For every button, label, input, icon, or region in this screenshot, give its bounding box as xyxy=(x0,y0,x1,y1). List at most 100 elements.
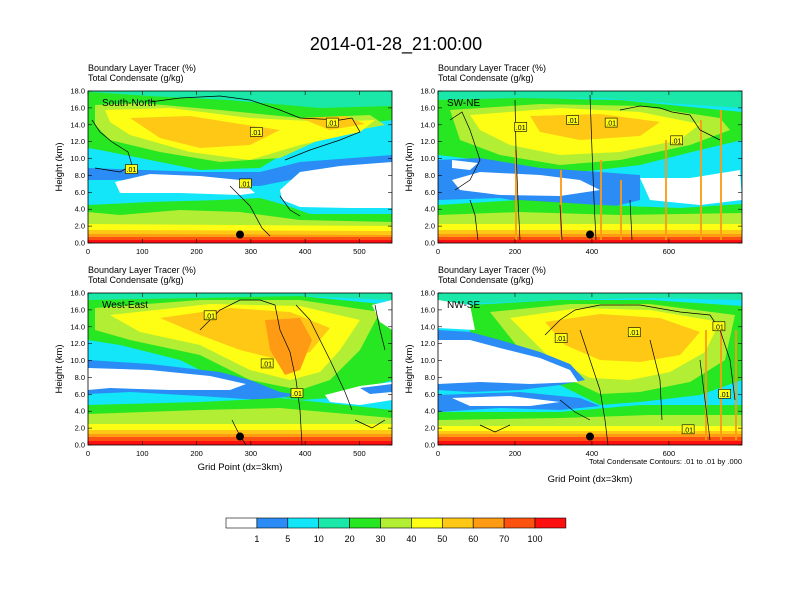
figure-title: 2014-01-28_21:00:00 xyxy=(310,34,482,55)
contour-label-box xyxy=(325,117,339,128)
ytick-label: 0.0 xyxy=(75,239,85,248)
panel-1-field xyxy=(88,91,392,243)
panel-3-ylabel: Height (km) xyxy=(54,344,65,393)
ytick-label: 8.0 xyxy=(75,171,85,180)
ytick-label: 12.0 xyxy=(420,137,435,146)
contour-label-box xyxy=(566,115,579,125)
ytick-label: 14.0 xyxy=(70,120,85,129)
contour-label: .01 xyxy=(568,118,578,125)
colorbar: 1 5 10 20 30 40 50 60 70 100 xyxy=(225,517,567,544)
colorbar-label: 50 xyxy=(437,534,447,544)
ytick-label: 10.0 xyxy=(70,356,85,365)
colorbar-swatch xyxy=(503,517,536,529)
panel-3-location-marker xyxy=(236,432,244,441)
xtick-label: 200 xyxy=(509,247,522,256)
xtick-label: 0 xyxy=(436,247,440,256)
xtick-label: 400 xyxy=(586,449,599,458)
panel-south-north: Boundary Layer Tracer (%) Total Condensa… xyxy=(54,63,393,256)
panel-2-field xyxy=(438,91,742,243)
contour-label: .01 xyxy=(241,181,251,188)
colorbar-label: 10 xyxy=(314,534,324,544)
contour-label: .01 xyxy=(606,121,616,128)
ytick-label: 4.0 xyxy=(425,205,435,214)
ytick-label: 12.0 xyxy=(70,339,85,348)
panel-4-label-condensate: Total Condensate (g/kg) xyxy=(438,275,534,285)
panel-2-location-marker xyxy=(586,230,594,239)
xtick-label: 300 xyxy=(245,449,258,458)
contour-label: .01 xyxy=(292,391,302,398)
contour-label: .01 xyxy=(672,138,682,145)
contour-label-box xyxy=(260,358,274,369)
contour-note: Total Condensate Contours: .01 to .01 by… xyxy=(589,457,742,466)
ytick-label: 16.0 xyxy=(70,103,85,112)
panel-3-label-tracer: Boundary Layer Tracer (%) xyxy=(88,265,196,275)
ytick-label: 6.0 xyxy=(75,188,85,197)
colorbar-swatch xyxy=(287,517,319,529)
ytick-label: 10.0 xyxy=(420,154,435,163)
colorbar-swatch xyxy=(534,517,567,529)
panel-3-name: West-East xyxy=(102,300,148,311)
ytick-label: 8.0 xyxy=(425,171,435,180)
ytick-label: 2.0 xyxy=(425,424,435,433)
ytick-label: 12.0 xyxy=(70,137,85,146)
contour-label: .01 xyxy=(262,361,272,368)
xtick-label: 100 xyxy=(136,449,149,458)
xtick-label: 0 xyxy=(436,449,440,458)
ytick-label: 4.0 xyxy=(75,205,85,214)
xtick-label: 600 xyxy=(663,449,676,458)
contour-label: .01 xyxy=(720,392,730,399)
contour-label-box xyxy=(712,321,726,332)
panel-nw-se: Boundary Layer Tracer (%) Total Condensa… xyxy=(404,265,743,485)
panel-2-label-condensate: Total Condensate (g/kg) xyxy=(438,73,534,83)
ytick-label: 14.0 xyxy=(70,322,85,331)
panel-2-name: SW-NE xyxy=(447,98,480,109)
panel-4-ylabel: Height (km) xyxy=(404,344,415,393)
xtick-label: 500 xyxy=(353,449,366,458)
colorbar-swatch xyxy=(380,517,412,529)
contour-label: .01 xyxy=(327,121,337,128)
ytick-label: 4.0 xyxy=(75,407,85,416)
contour-label-box xyxy=(514,122,528,132)
contour-label-box xyxy=(718,389,731,399)
colorbar-swatch xyxy=(225,517,258,529)
panel-3-field xyxy=(88,293,392,445)
panel-4-xlabel: Grid Point (dx=3km) xyxy=(548,474,633,485)
ytick-label: 6.0 xyxy=(425,390,435,399)
panel-4-field xyxy=(438,293,742,445)
xtick-label: 0 xyxy=(86,449,90,458)
contour-label: .01 xyxy=(556,336,566,343)
xtick-label: 400 xyxy=(586,247,599,256)
panel-1-name: South-North xyxy=(102,98,156,109)
ytick-label: 0.0 xyxy=(425,441,435,450)
panel-west-east: Boundary Layer Tracer (%) Total Condensa… xyxy=(54,265,393,473)
xtick-label: 200 xyxy=(190,247,203,256)
panel-4-label-tracer: Boundary Layer Tracer (%) xyxy=(438,265,546,275)
contour-label-box xyxy=(290,388,304,398)
xtick-label: 0 xyxy=(86,247,90,256)
xtick-label: 500 xyxy=(353,247,366,256)
panel-2-label-tracer: Boundary Layer Tracer (%) xyxy=(438,63,546,73)
ytick-label: 0.0 xyxy=(425,239,435,248)
ytick-label: 14.0 xyxy=(420,322,435,331)
colorbar-swatch xyxy=(472,517,505,529)
contour-label: .01 xyxy=(516,125,526,132)
ytick-label: 12.0 xyxy=(420,339,435,348)
ytick-label: 16.0 xyxy=(420,103,435,112)
xtick-label: 600 xyxy=(663,247,676,256)
panel-1-location-marker xyxy=(236,230,244,239)
ytick-label: 14.0 xyxy=(420,120,435,129)
colorbar-label: 1 xyxy=(254,534,259,544)
colorbar-swatch xyxy=(411,517,443,529)
ytick-label: 10.0 xyxy=(70,154,85,163)
ytick-label: 2.0 xyxy=(75,222,85,231)
ytick-label: 18.0 xyxy=(70,87,85,96)
panel-3-label-condensate: Total Condensate (g/kg) xyxy=(88,275,184,285)
ytick-label: 16.0 xyxy=(70,305,85,314)
colorbar-label: 5 xyxy=(285,534,290,544)
contour-label: .01 xyxy=(205,313,215,320)
contour-label-box xyxy=(203,310,217,321)
ytick-label: 18.0 xyxy=(70,289,85,298)
panel-1-ylabel: Height (km) xyxy=(54,142,65,191)
colorbar-swatch xyxy=(318,517,350,529)
